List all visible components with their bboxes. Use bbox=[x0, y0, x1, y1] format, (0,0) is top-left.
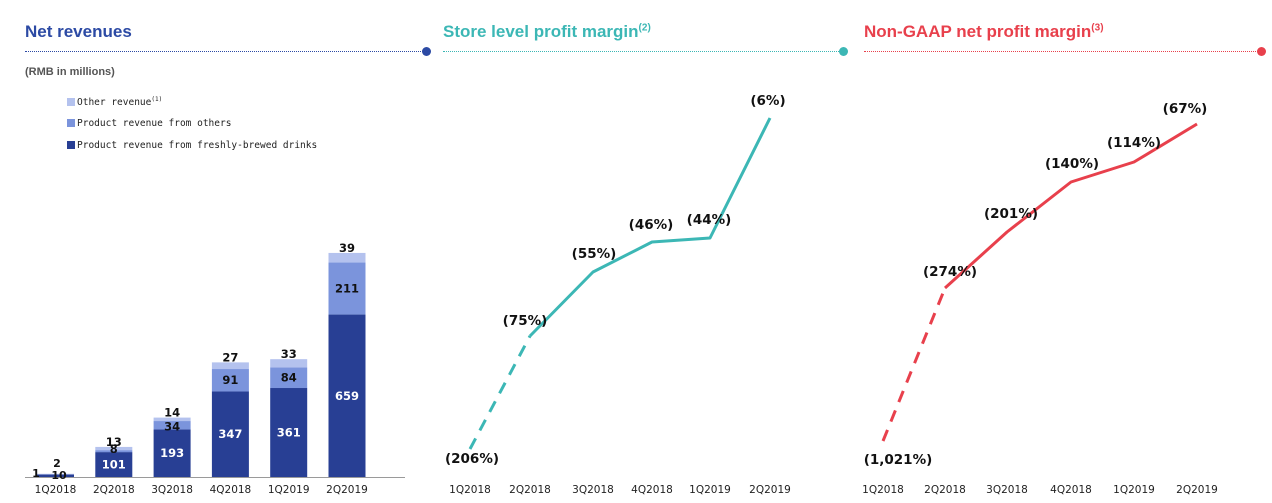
bar-segment bbox=[37, 474, 74, 477]
data-label: (44%) bbox=[687, 212, 732, 228]
x-tick-label: 1Q2019 bbox=[268, 484, 310, 496]
series-line bbox=[528, 117, 772, 338]
bar-segment bbox=[328, 252, 366, 263]
x-tick-label: 2Q2019 bbox=[326, 484, 368, 496]
nongaap-margin-rule bbox=[864, 51, 1258, 52]
legend-swatch-product-others bbox=[67, 119, 75, 127]
data-label: 10 bbox=[51, 469, 67, 482]
bar-segment bbox=[95, 450, 133, 453]
bar-segment bbox=[153, 417, 191, 422]
data-label: 14 bbox=[164, 406, 180, 420]
data-label: (1,021%) bbox=[864, 452, 933, 468]
bar-segment bbox=[153, 429, 191, 477]
data-label: 27 bbox=[222, 350, 238, 364]
data-label: 659 bbox=[335, 389, 359, 403]
x-tick-label: 2Q2018 bbox=[924, 484, 966, 496]
data-label: (274%) bbox=[923, 264, 977, 280]
bar-segment bbox=[328, 314, 366, 477]
net-revenues-dot bbox=[422, 47, 431, 56]
bar-segment bbox=[95, 452, 133, 477]
data-label: 2 bbox=[53, 457, 61, 470]
bar-segment bbox=[95, 446, 133, 451]
x-tick-label: 1Q2019 bbox=[1113, 484, 1155, 496]
data-label: 101 bbox=[102, 458, 126, 472]
x-tick-label: 3Q2018 bbox=[986, 484, 1028, 496]
data-label: 84 bbox=[281, 371, 297, 385]
net-revenues-title: Net revenues bbox=[25, 22, 132, 41]
nongaap-margin-title: Non-GAAP net profit margin(3) bbox=[864, 22, 1104, 41]
x-tick-label: 2Q2019 bbox=[749, 484, 791, 496]
x-tick-label: 4Q2018 bbox=[210, 484, 252, 496]
bar-segment bbox=[211, 362, 249, 370]
data-label: 193 bbox=[160, 446, 184, 460]
x-tick-label: 2Q2018 bbox=[509, 484, 551, 496]
legend-other-revenue: Other revenue(1) bbox=[67, 96, 162, 108]
data-label: 211 bbox=[335, 282, 359, 296]
series-line bbox=[943, 122, 1198, 290]
legend-swatch-fresh-drinks bbox=[67, 141, 75, 149]
data-label: (206%) bbox=[445, 451, 499, 467]
store-margin-dot bbox=[839, 47, 848, 56]
bar-segment bbox=[153, 421, 191, 430]
nongaap-margin-dot bbox=[1257, 47, 1266, 56]
data-label: (140%) bbox=[1045, 156, 1099, 172]
store-margin-title: Store level profit margin(2) bbox=[443, 22, 651, 41]
x-tick-label: 4Q2018 bbox=[1050, 484, 1092, 496]
net-revenues-panel: Net revenues (RMB in millions) Other rev… bbox=[25, 0, 435, 503]
data-label: 13 bbox=[106, 435, 122, 449]
store-margin-rule bbox=[443, 51, 841, 52]
bar-segment bbox=[211, 369, 249, 392]
data-label: 91 bbox=[222, 373, 238, 387]
x-tick-label: 1Q2018 bbox=[449, 484, 491, 496]
data-label: (6%) bbox=[750, 93, 785, 109]
legend-product-others: Product revenue from others bbox=[67, 118, 231, 129]
x-tick-label: 3Q2018 bbox=[151, 484, 193, 496]
x-tick-label: 1Q2019 bbox=[689, 484, 731, 496]
bar-segment bbox=[270, 359, 308, 368]
legend-fresh-drinks: Product revenue from freshly-brewed drin… bbox=[67, 140, 317, 151]
net-revenues-subtitle: (RMB in millions) bbox=[25, 66, 115, 78]
data-label: 347 bbox=[218, 427, 242, 441]
x-tick-label: 3Q2018 bbox=[572, 484, 614, 496]
data-label: 8 bbox=[110, 442, 118, 456]
nongaap-margin-panel: Non-GAAP net profit margin(3) bbox=[864, 0, 1272, 503]
data-label: (46%) bbox=[629, 217, 674, 233]
store-margin-panel: Store level profit margin(2) bbox=[443, 0, 853, 503]
x-tick-label: 2Q2018 bbox=[93, 484, 135, 496]
x-tick-label: 4Q2018 bbox=[631, 484, 673, 496]
x-tick-label: 2Q2019 bbox=[1176, 484, 1218, 496]
x-tick-label: 1Q2018 bbox=[35, 484, 77, 496]
data-label: 361 bbox=[277, 426, 301, 440]
data-label: (75%) bbox=[503, 313, 548, 329]
data-label: (201%) bbox=[984, 206, 1038, 222]
bar-segment bbox=[328, 262, 366, 315]
data-label: 34 bbox=[164, 419, 180, 433]
data-label: (114%) bbox=[1107, 135, 1161, 151]
data-label: (55%) bbox=[572, 246, 617, 262]
x-tick-label: 1Q2018 bbox=[862, 484, 904, 496]
data-label: 1 bbox=[32, 467, 40, 480]
series-line-dashed-segment bbox=[468, 335, 532, 450]
data-label: (67%) bbox=[1163, 101, 1208, 117]
bar-segment bbox=[211, 391, 249, 477]
net-revenues-rule bbox=[25, 51, 423, 52]
bar-segment bbox=[270, 388, 308, 477]
series-line-dashed-segment bbox=[881, 287, 947, 442]
data-label: 33 bbox=[281, 347, 297, 361]
bar-segment bbox=[270, 367, 308, 389]
data-label: 39 bbox=[339, 241, 355, 255]
legend-swatch-other-revenue bbox=[67, 98, 75, 107]
